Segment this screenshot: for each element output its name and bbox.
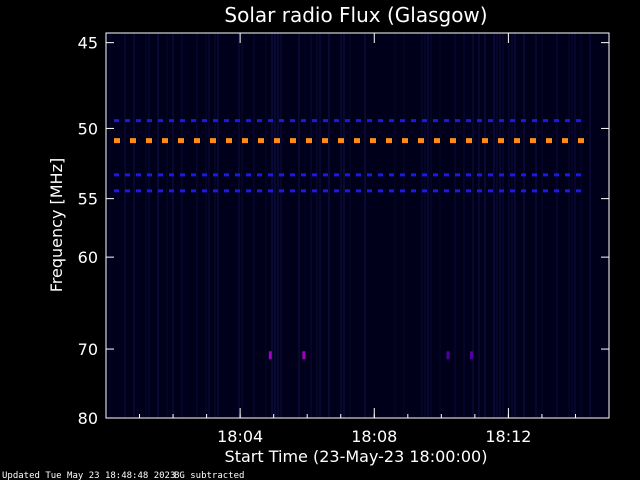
streak — [430, 33, 432, 418]
streak — [421, 33, 423, 418]
streak — [496, 33, 498, 418]
streak — [424, 33, 426, 418]
streak — [403, 33, 405, 418]
x-axis-label: Start Time (23-May-23 18:00:00) — [225, 447, 488, 466]
streak — [574, 33, 576, 418]
streak — [109, 33, 111, 418]
streak — [514, 33, 516, 418]
spot-0 — [268, 351, 272, 360]
streak — [274, 33, 276, 418]
footer-updated: Updated Tue May 23 18:48:48 2023 — [2, 471, 175, 480]
streak — [208, 33, 210, 418]
y-axis: 45 50 55 60 70 80 — [78, 34, 609, 428]
streak — [205, 33, 207, 418]
streak — [502, 33, 504, 418]
streak — [484, 33, 486, 418]
streak — [217, 33, 219, 418]
streak — [214, 33, 216, 418]
y-tick-label-5: 80 — [78, 409, 98, 428]
plot-area — [106, 33, 609, 418]
background-streaks — [109, 33, 591, 418]
footer-note: BG subtracted — [174, 471, 244, 480]
streak — [124, 33, 126, 418]
streak — [277, 33, 279, 418]
y-tick-label-0: 45 — [78, 34, 98, 53]
x-tick-label-1: 18:08 — [351, 427, 397, 446]
streak — [181, 33, 183, 418]
y-tick-label-2: 55 — [78, 190, 98, 209]
streak — [304, 33, 306, 418]
streak — [298, 33, 300, 418]
streak — [253, 33, 255, 418]
x-tick-label-2: 18:12 — [485, 427, 531, 446]
streak — [523, 33, 525, 418]
streak — [133, 33, 135, 418]
streak — [349, 33, 351, 418]
streak — [535, 33, 537, 418]
streak — [316, 33, 318, 418]
spot-2 — [446, 351, 450, 360]
x-axis: 18:04 18:08 18:12 — [139, 33, 576, 446]
streak — [580, 33, 582, 418]
streak — [493, 33, 495, 418]
frequency-bands — [114, 119, 585, 193]
spot-3 — [470, 351, 474, 360]
streak — [478, 33, 480, 418]
streak — [157, 33, 159, 418]
streak — [196, 33, 198, 418]
plot-frame — [105, 32, 610, 419]
streak — [238, 33, 240, 418]
streak — [364, 33, 366, 418]
streak — [328, 33, 330, 418]
chart-title: Solar radio Flux (Glasgow) — [224, 3, 487, 27]
streak — [265, 33, 267, 418]
streak — [145, 33, 147, 418]
streak — [172, 33, 174, 418]
streak — [454, 33, 456, 418]
x-tick-label-0: 18:04 — [217, 427, 263, 446]
streak — [463, 33, 465, 418]
streak — [472, 33, 474, 418]
streak — [340, 33, 342, 418]
streak — [589, 33, 591, 418]
streak — [427, 33, 429, 418]
streak — [556, 33, 558, 418]
streak — [508, 33, 510, 418]
streak — [571, 33, 573, 418]
streak — [271, 33, 273, 418]
signal-spots — [268, 351, 474, 360]
y-tick-label-4: 70 — [78, 340, 98, 359]
streak — [439, 33, 441, 418]
streak — [343, 33, 345, 418]
streak — [499, 33, 501, 418]
streak — [568, 33, 570, 418]
streak — [511, 33, 513, 418]
streak — [319, 33, 321, 418]
streak — [541, 33, 543, 418]
streak — [394, 33, 396, 418]
spot-1 — [302, 351, 306, 360]
y-tick-label-3: 60 — [78, 248, 98, 267]
y-tick-label-1: 50 — [78, 119, 98, 138]
streak — [310, 33, 312, 418]
streak — [241, 33, 243, 418]
y-axis-label: Frequency [MHz] — [47, 158, 66, 292]
streak — [166, 33, 168, 418]
streak — [148, 33, 150, 418]
streak — [280, 33, 282, 418]
